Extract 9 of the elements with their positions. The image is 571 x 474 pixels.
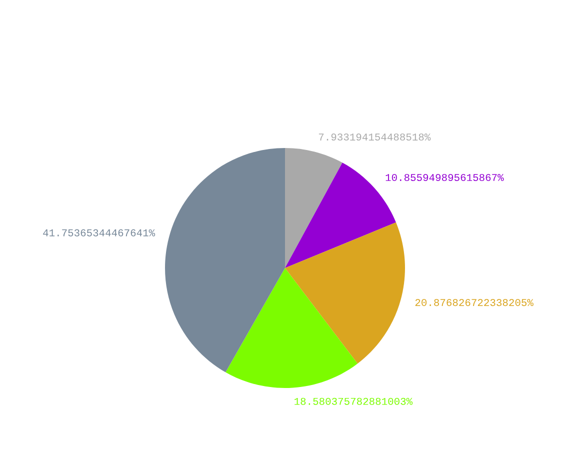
data-label: 10.855949895615867% (386, 174, 504, 182)
data-label: 18.580375782881003% (294, 398, 413, 405)
data-label: 7.933194154488518% (318, 133, 431, 141)
pie-slice (165, 148, 285, 372)
data-label: 41.75365344467641% (43, 229, 156, 236)
pie-slice (285, 148, 342, 268)
pie-slice (226, 268, 358, 388)
data-label: 20.876826722338205% (415, 299, 534, 306)
pie-slice (285, 222, 405, 364)
